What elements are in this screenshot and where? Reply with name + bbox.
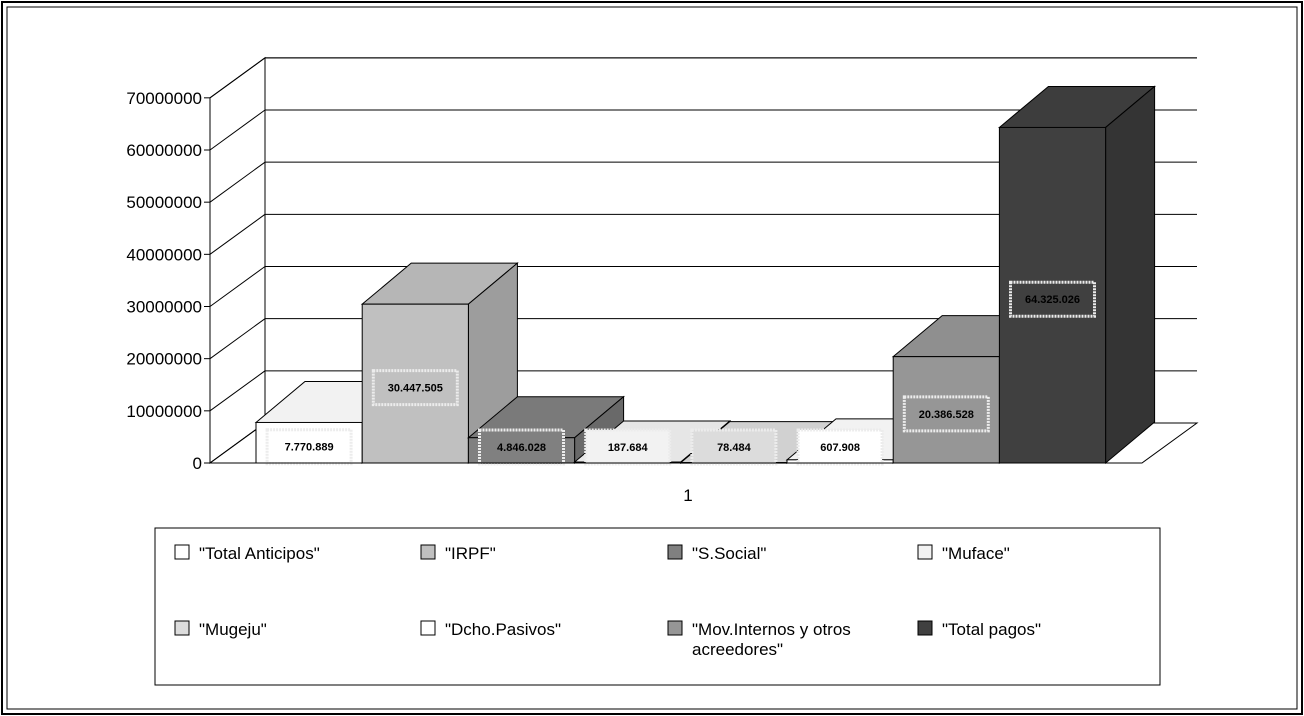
y-tick-label: 0 <box>193 454 202 473</box>
bar-side-face <box>1105 85 1156 465</box>
legend-label: "Mov.Internos y otros acreedores" <box>692 620 851 659</box>
y-tick-label: 60000000 <box>126 141 202 160</box>
bar-8 <box>998 85 1156 465</box>
y-tick-label: 50000000 <box>126 193 202 212</box>
data-label: 187.684 <box>608 442 649 454</box>
bars-group <box>254 85 1156 465</box>
legend-item-7: "Mov.Internos y otros acreedores" <box>667 620 851 659</box>
legend-label: "IRPF" <box>445 544 496 563</box>
legend-item-4: "Muface" <box>917 544 1010 563</box>
data-label-box <box>1009 280 1096 318</box>
legend-swatch <box>174 620 190 636</box>
data-label: 4.846.028 <box>497 442 546 454</box>
legend-item-1: "Total Anticipos" <box>174 544 320 563</box>
side-wall <box>209 56 266 464</box>
legend-swatch <box>667 544 683 560</box>
gridline-side <box>209 318 266 360</box>
data-label-box <box>902 395 990 433</box>
legend-swatch <box>917 620 933 636</box>
gridline-side <box>209 161 266 203</box>
bar-2 <box>360 262 519 465</box>
data-label: 7.770.889 <box>285 442 334 454</box>
data-label: 20.386.528 <box>919 409 974 421</box>
legend-item-2: "IRPF" <box>420 544 496 563</box>
legend: "Total Anticipos" "IRPF" "S.Social" "Muface… <box>174 544 1041 659</box>
legend-label: "Muface" <box>942 544 1010 563</box>
inner-frame <box>6 6 1298 710</box>
legend-swatch <box>174 544 190 560</box>
legend-label: "Total pagos" <box>942 620 1041 639</box>
legend-label: "S.Social" <box>692 544 766 563</box>
data-label-box <box>478 428 565 466</box>
legend-label: "Dcho.Pasivos" <box>445 620 561 639</box>
legend-item-8: "Total pagos" <box>917 620 1041 639</box>
data-labels-group: 7.770.889 30.447.505 4.846.028 187.684 78.48… <box>265 280 1096 466</box>
legend-item-5: "Mugeju" <box>174 620 267 639</box>
y-tick-label: 30000000 <box>126 298 202 317</box>
gridline-side <box>209 213 266 255</box>
legend-item-3: "S.Social" <box>667 544 766 563</box>
gridline-side <box>209 109 266 151</box>
data-label-box <box>796 428 884 466</box>
y-tick-label: 10000000 <box>126 402 202 421</box>
data-label-box <box>690 428 778 466</box>
legend-box <box>154 527 1161 686</box>
x-axis: 1 <box>210 462 1142 505</box>
x-tick-label: 1 <box>683 486 692 505</box>
gridline-side <box>209 370 266 412</box>
legend-swatch <box>917 544 933 560</box>
data-label: 64.325.026 <box>1025 294 1080 306</box>
data-label: 30.447.505 <box>388 383 443 395</box>
legend-label: "Mugeju" <box>199 620 267 639</box>
y-tick-label: 70000000 <box>126 89 202 108</box>
legend-swatch <box>420 544 436 560</box>
data-label-box <box>584 428 672 466</box>
gridline-side <box>209 57 266 99</box>
y-tick-label: 20000000 <box>126 350 202 369</box>
data-label-box <box>371 369 459 407</box>
legend-swatch <box>667 620 683 636</box>
legend-label: "Total Anticipos" <box>199 544 320 563</box>
y-axis: 0 10000000 20000000 30000000 40000000 5000000… <box>126 89 211 473</box>
data-label-box <box>265 428 353 466</box>
gridline-side <box>209 266 266 307</box>
data-label: 607.908 <box>820 442 860 454</box>
legend-item-6: "Dcho.Pasivos" <box>420 620 561 639</box>
legend-swatch <box>420 620 436 636</box>
y-tick-label: 40000000 <box>126 245 202 264</box>
data-label: 78.484 <box>717 442 752 454</box>
